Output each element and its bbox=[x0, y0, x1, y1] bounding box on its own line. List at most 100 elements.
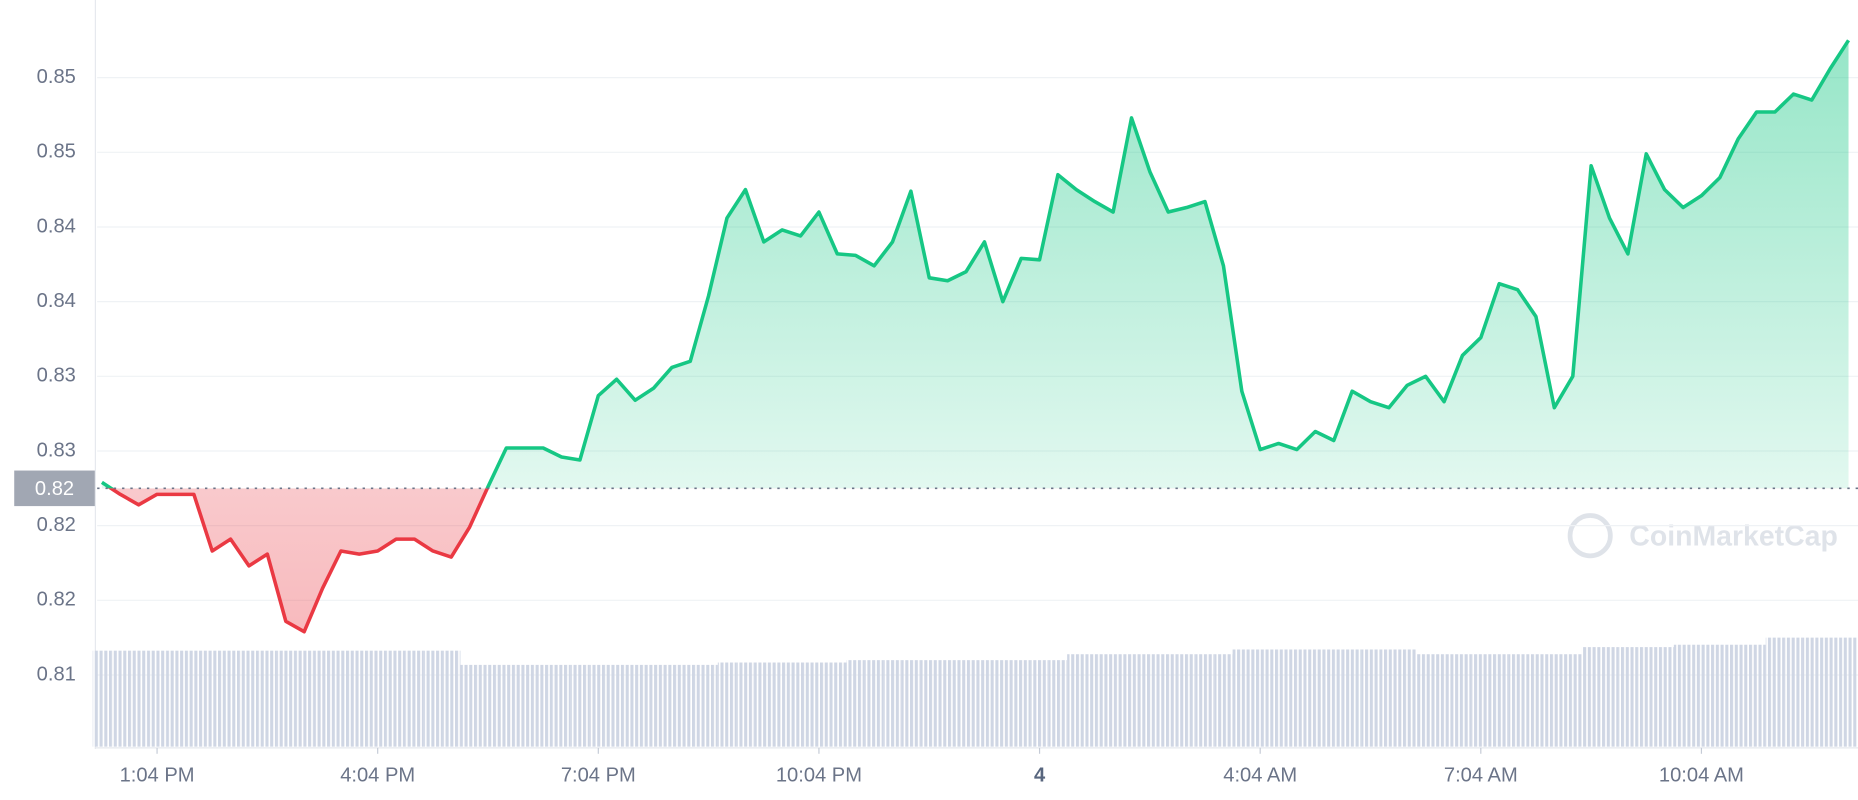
x-tick-label: 1:04 PM bbox=[120, 765, 195, 787]
volume-bar bbox=[1563, 654, 1582, 747]
volume-bar bbox=[1600, 647, 1619, 747]
x-tick-label: 10:04 AM bbox=[1659, 765, 1744, 787]
volume-bar bbox=[1122, 654, 1141, 747]
x-tick-label: 4 bbox=[1034, 765, 1046, 787]
volume-bar bbox=[1802, 637, 1821, 747]
y-tick-label: 0.81 bbox=[37, 663, 76, 685]
volume-bar bbox=[1637, 647, 1656, 747]
volume-bar bbox=[901, 660, 921, 747]
volume-bar bbox=[754, 662, 773, 747]
y-tick-label: 0.84 bbox=[37, 290, 76, 312]
volume-bar bbox=[1232, 649, 1251, 747]
volume-bar bbox=[1398, 649, 1417, 747]
volume-bar bbox=[1710, 644, 1730, 747]
volume-bar bbox=[956, 660, 976, 747]
volume-bar bbox=[552, 664, 571, 747]
volume-bar bbox=[1839, 637, 1858, 747]
volume-bar bbox=[975, 660, 994, 747]
volume-bar bbox=[423, 650, 443, 747]
volume-bar bbox=[239, 650, 259, 747]
volume-bar bbox=[1195, 654, 1215, 747]
volume-bar bbox=[1434, 654, 1454, 747]
volume-bar bbox=[1820, 637, 1840, 747]
volume-bar bbox=[147, 650, 167, 747]
volume-bar bbox=[736, 662, 755, 747]
volume-bar bbox=[1581, 647, 1601, 747]
volume-bar bbox=[1250, 649, 1270, 747]
volume-bar bbox=[331, 650, 351, 747]
volume-bar bbox=[1342, 649, 1362, 747]
volume-bar bbox=[644, 664, 663, 747]
volume-bar bbox=[350, 650, 369, 747]
volume-bar bbox=[1471, 654, 1491, 747]
volume-bar bbox=[938, 660, 957, 747]
volume-bar bbox=[1214, 654, 1233, 747]
volume-bar bbox=[92, 650, 112, 747]
y-tick-label: 0.82 bbox=[37, 514, 76, 536]
volume-bar bbox=[1673, 644, 1693, 747]
volume-bar bbox=[442, 650, 461, 747]
volume-bar bbox=[368, 650, 387, 747]
baseline-label: 0.82 bbox=[35, 478, 74, 500]
volume-bar bbox=[1306, 649, 1325, 747]
volume-bar bbox=[276, 650, 295, 747]
area-down bbox=[101, 488, 1849, 632]
volume-bar bbox=[497, 664, 516, 747]
volume-bar bbox=[1159, 654, 1178, 747]
volume-bar bbox=[1508, 654, 1527, 747]
volume-bar bbox=[570, 664, 590, 747]
volume-bar bbox=[515, 664, 534, 747]
volume-bar bbox=[221, 650, 240, 747]
baseline-label-box bbox=[14, 470, 95, 507]
y-tick-label: 0.83 bbox=[37, 439, 76, 461]
volume-bar bbox=[258, 650, 277, 747]
volume-bar bbox=[1030, 660, 1049, 747]
volume-bar bbox=[1453, 654, 1472, 747]
volume-bar bbox=[460, 664, 479, 747]
x-tick-label: 10:04 PM bbox=[776, 765, 862, 787]
volume-bar bbox=[1747, 644, 1766, 747]
volume-bar bbox=[203, 650, 222, 747]
x-tick-label: 7:04 AM bbox=[1444, 765, 1518, 787]
volume-bar bbox=[1765, 637, 1785, 747]
volume-bar bbox=[699, 664, 718, 747]
y-tick-label: 0.82 bbox=[37, 589, 76, 611]
volume-bar bbox=[386, 650, 406, 747]
volume-bars bbox=[92, 637, 1858, 747]
x-tick-label: 7:04 PM bbox=[561, 765, 636, 787]
area-up bbox=[101, 40, 1849, 489]
y-tick-label: 0.85 bbox=[37, 66, 76, 88]
volume-bar bbox=[993, 660, 1012, 747]
volume-bar bbox=[1140, 654, 1160, 747]
volume-bar bbox=[1618, 647, 1638, 747]
volume-bar bbox=[1526, 654, 1546, 747]
volume-bar bbox=[1011, 660, 1031, 747]
volume-bar bbox=[111, 650, 130, 747]
volume-bar bbox=[1545, 654, 1564, 747]
volume-bar bbox=[809, 662, 829, 747]
volume-bar bbox=[828, 662, 847, 747]
volume-bar bbox=[1324, 649, 1343, 747]
watermark-logo bbox=[1567, 513, 1613, 559]
volume-bar bbox=[681, 664, 700, 747]
volume-bar bbox=[1379, 649, 1399, 747]
x-tick-label: 4:04 AM bbox=[1223, 765, 1297, 787]
volume-bar bbox=[1416, 654, 1435, 747]
volume-bar bbox=[589, 664, 608, 747]
volume-bar bbox=[607, 664, 626, 747]
volume-bar bbox=[1048, 660, 1068, 747]
volume-bar bbox=[1287, 649, 1307, 747]
volume-bar bbox=[791, 662, 810, 747]
volume-bar bbox=[864, 660, 884, 747]
volume-bar bbox=[625, 664, 645, 747]
volume-bar bbox=[1085, 654, 1104, 747]
volume-bar bbox=[772, 662, 792, 747]
watermark: CoinMarketCap bbox=[1567, 513, 1838, 559]
volume-bar bbox=[1103, 654, 1123, 747]
price-line-up bbox=[100, 39, 1851, 489]
volume-bar bbox=[405, 650, 424, 747]
y-tick-label: 0.83 bbox=[37, 365, 76, 387]
y-tick-label: 0.85 bbox=[37, 141, 76, 163]
